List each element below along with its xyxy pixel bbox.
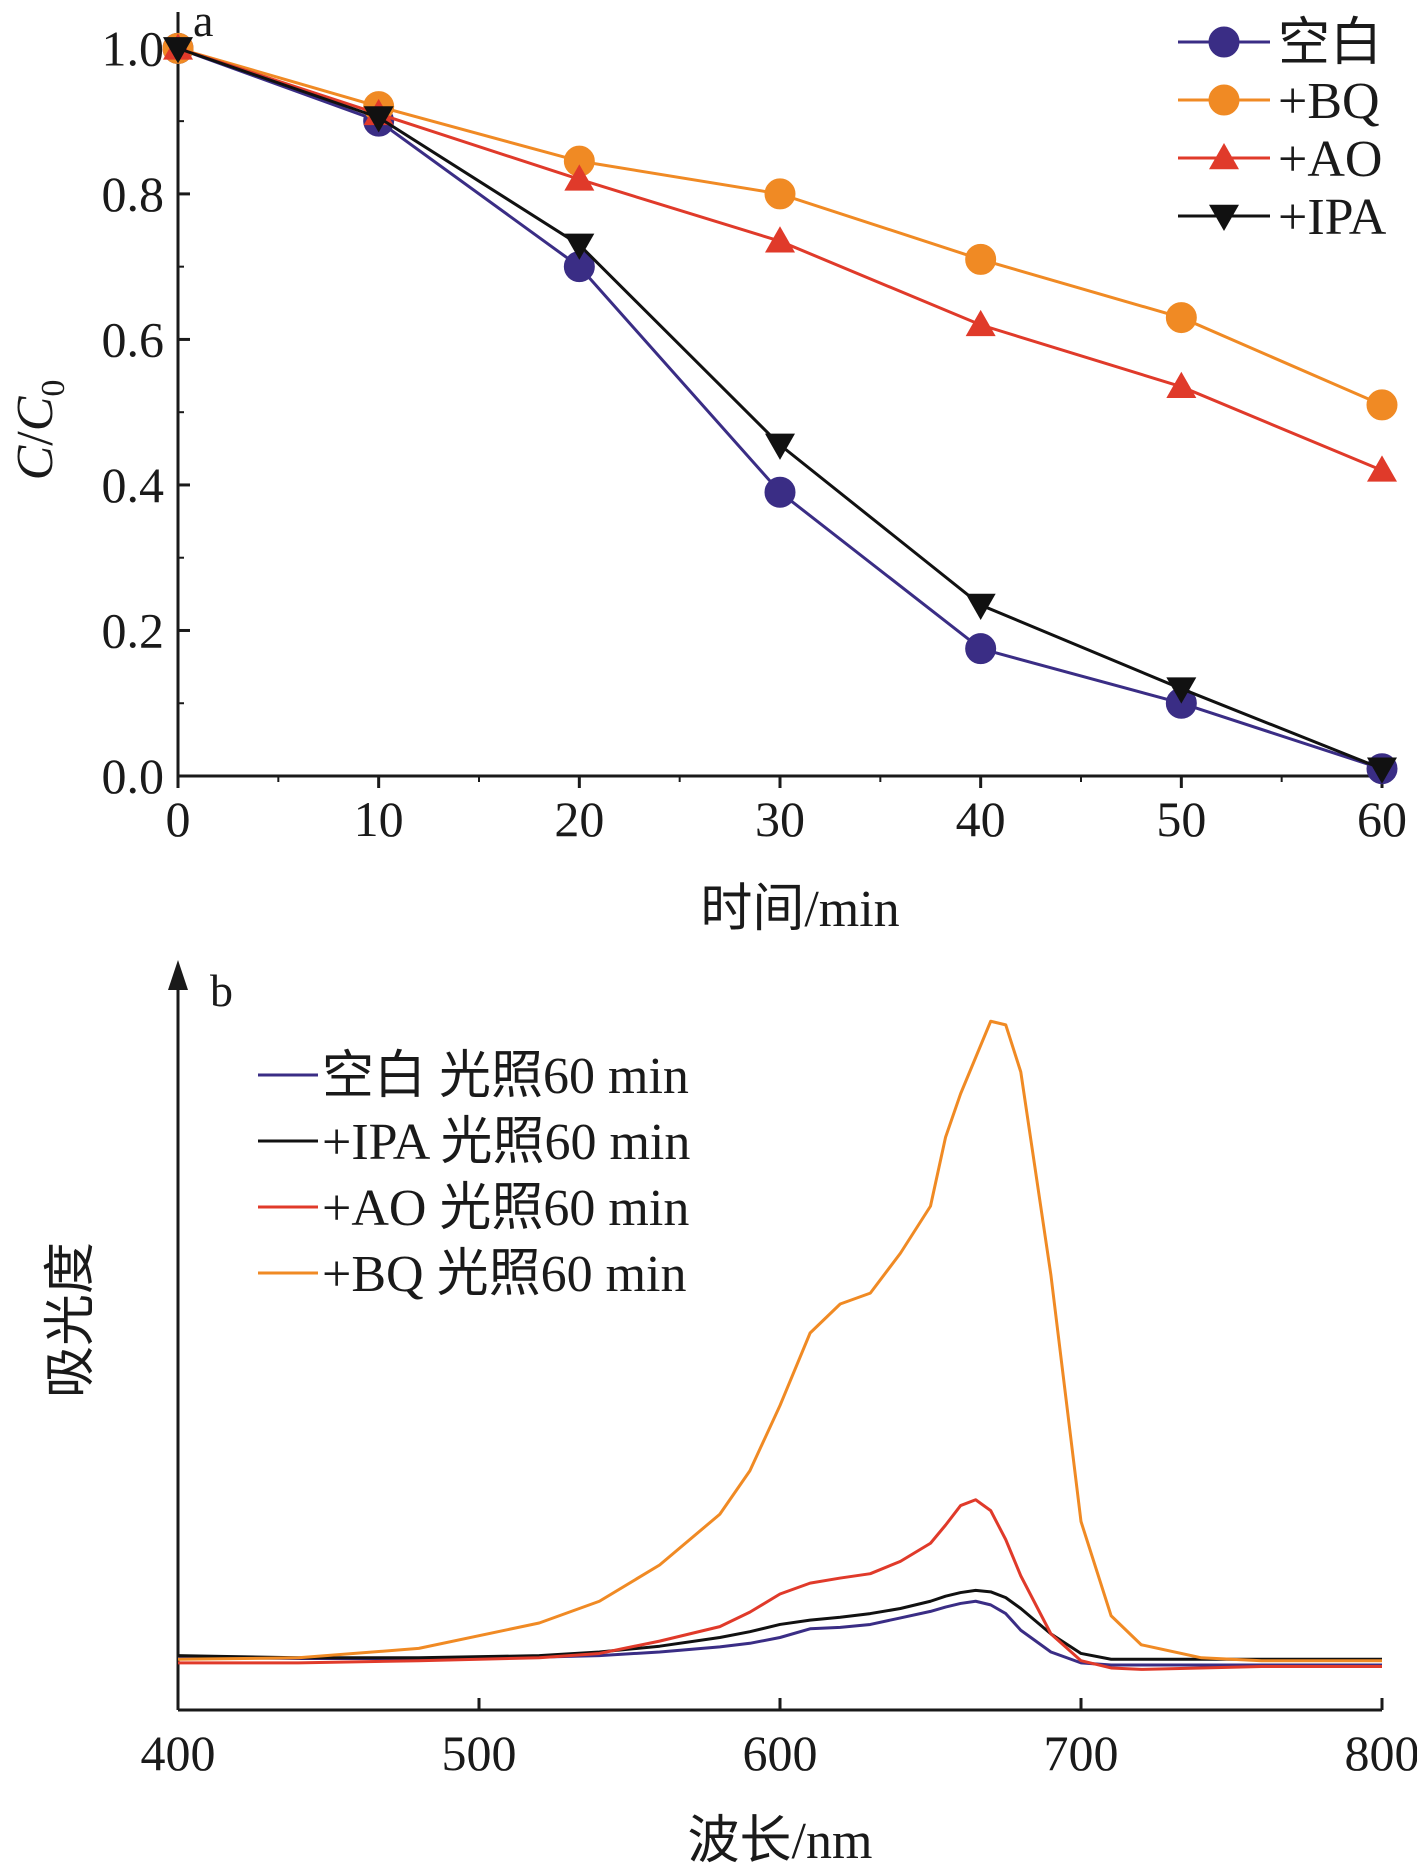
panel-a-series — [163, 33, 1397, 783]
panel-a-legend: 空白+BQ+AO+IPA — [1178, 15, 1387, 246]
panel-b-x-tick-label: 700 — [1044, 1725, 1119, 1781]
panel-a-series-0 — [163, 33, 1397, 783]
panel-a: a 0.0 0.2 0.4 0.6 0.8 1.0 0 10 20 30 40 50 60 时间/mi… — [7, 0, 1407, 938]
panel-b-series-line-1 — [178, 1590, 1382, 1659]
panel-a-x-tick-label: 40 — [956, 791, 1006, 847]
panel-a-y-label-main: C — [7, 444, 64, 480]
panel-a-legend-label: +AO — [1278, 131, 1382, 188]
panel-a-y-tick-label: 0.2 — [102, 602, 165, 658]
panel-a-data-point — [966, 244, 996, 274]
panel-a-x-tick-label: 60 — [1357, 791, 1407, 847]
panel-a-y-label-sep: / — [7, 431, 64, 446]
panel-a-y-tick-label: 0.4 — [102, 457, 165, 513]
panel-a-data-point — [1367, 455, 1397, 481]
panel-a-legend-marker — [1209, 143, 1239, 169]
panel-a-legend-marker — [1209, 205, 1239, 231]
panel-b-legend: 空白 光照60 min +IPA 光照60 min +AO 光照60 min +BQ … — [258, 1048, 690, 1303]
panel-a-y-label-sub: 0 — [35, 380, 72, 397]
panel-a-x-tick-label: 50 — [1156, 791, 1206, 847]
panel-a-x-tick-label: 20 — [554, 791, 604, 847]
panel-a-y-tick-label: 0.8 — [102, 166, 165, 222]
panel-b-legend-label: 空白 光照60 min — [322, 1048, 689, 1105]
panel-a-series-line — [178, 48, 1382, 768]
panel-a-data-point — [765, 434, 795, 460]
panel-a-legend-marker — [1209, 27, 1239, 57]
panel-b-x-label: 波长/nm — [688, 1813, 873, 1866]
panel-a-data-point — [765, 477, 795, 507]
panel-a-y-tick-label: 0.6 — [102, 311, 165, 367]
panel-a-data-point — [1367, 390, 1397, 420]
panel-b-y-label: 吸光度 — [43, 1242, 100, 1398]
panel-b-x-tick-label: 500 — [442, 1725, 517, 1781]
panel-a-y-label: C/C0 — [7, 380, 72, 481]
panel-a-x-tick-label: 0 — [166, 791, 191, 847]
panel-a-y-tick-label: 0.0 — [102, 748, 165, 804]
panel-a-data-point — [1166, 303, 1196, 333]
panel-b-legend-label: +AO 光照60 min — [322, 1180, 689, 1237]
panel-a-x-ticks: 0 10 20 30 40 50 60 — [166, 776, 1408, 847]
panel-a-x-tick-label: 30 — [755, 791, 805, 847]
panel-b-legend-label: +IPA 光照60 min — [322, 1114, 690, 1171]
panel-b-x-tick-label: 400 — [141, 1725, 216, 1781]
panel-a-y-label-base: C — [7, 395, 64, 431]
panel-a-x-label: 时间/min — [700, 881, 899, 938]
panel-a-y-tick-label: 1.0 — [102, 20, 165, 76]
panel-a-x-tick-label: 10 — [354, 791, 404, 847]
panel-b-series-line-0 — [178, 1601, 1382, 1665]
panel-a-data-point — [966, 594, 996, 620]
panel-b-legend-label: +BQ 光照60 min — [322, 1246, 686, 1303]
panel-a-data-point — [765, 179, 795, 209]
panel-a-legend-label: +IPA — [1278, 189, 1387, 246]
panel-a-legend-label: 空白 — [1278, 15, 1382, 72]
panel-b-series-line-2 — [178, 1500, 1382, 1670]
panel-b-x-tick-label: 600 — [743, 1725, 818, 1781]
panel-a-series-line — [178, 48, 1382, 768]
panel-b: b 400 500 600 700 800 波长/nm 吸光度 空白 光照60 min +… — [43, 960, 1417, 1866]
panel-a-data-point — [966, 634, 996, 664]
panel-b-x-tick-label: 800 — [1345, 1725, 1417, 1781]
panel-a-legend-label: +BQ — [1278, 73, 1380, 130]
panel-a-data-point — [966, 310, 996, 336]
panel-a-series-3 — [163, 37, 1397, 784]
panel-b-y-axis-arrow — [168, 960, 188, 990]
panel-a-label: a — [193, 0, 213, 46]
panel-b-label: b — [210, 965, 233, 1016]
panel-a-legend-marker — [1209, 85, 1239, 115]
